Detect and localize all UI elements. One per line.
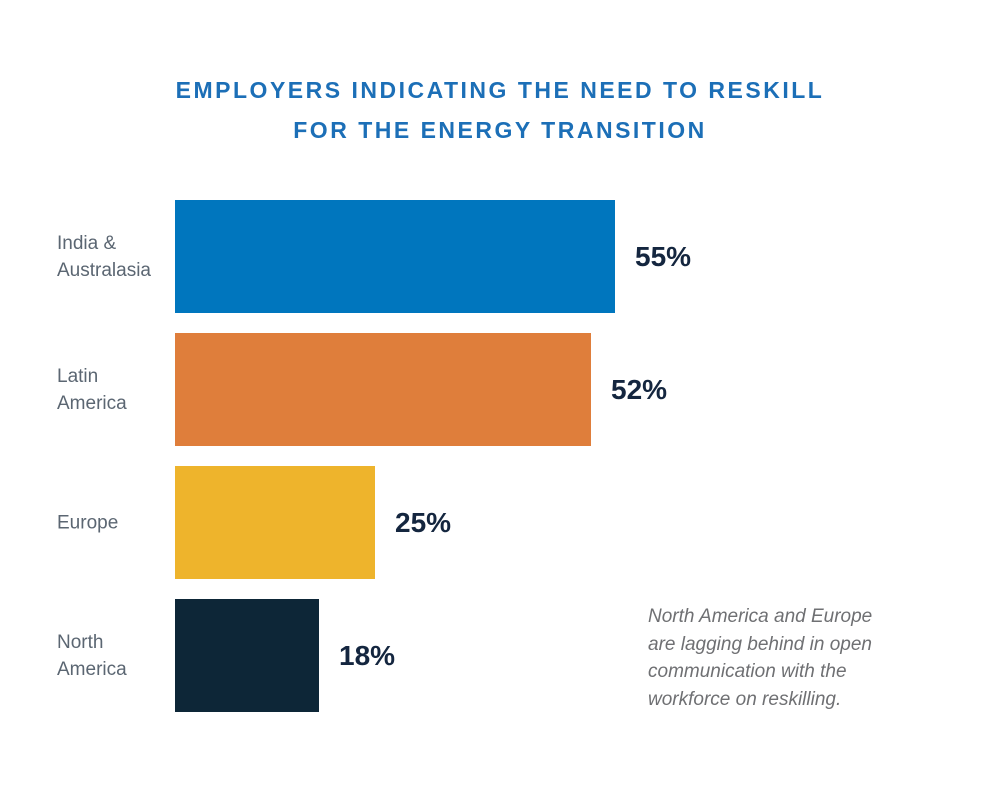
bar bbox=[175, 200, 615, 313]
bar bbox=[175, 599, 319, 712]
chart-title-line-2: FOR THE ENERGY TRANSITION bbox=[293, 117, 707, 143]
bar-row: Europe 25% bbox=[0, 466, 1000, 579]
chart-title: EMPLOYERS INDICATING THE NEED TO RESKILL… bbox=[0, 70, 1000, 150]
bar bbox=[175, 466, 375, 579]
value-label: 55% bbox=[635, 240, 692, 272]
value-label: 25% bbox=[395, 506, 452, 538]
category-label: Latin America bbox=[57, 365, 127, 414]
chart-annotation: North America and Europe are lagging beh… bbox=[648, 606, 873, 710]
category-label: Europe bbox=[57, 512, 119, 533]
bar bbox=[175, 333, 591, 446]
bar-row: India & Australasia 55% bbox=[0, 200, 1000, 313]
value-label: 52% bbox=[611, 373, 668, 405]
bar-row: Latin America 52% bbox=[0, 333, 1000, 446]
value-label: 18% bbox=[339, 639, 396, 671]
bar-row: North America 18% bbox=[0, 599, 1000, 712]
chart-title-line-1: EMPLOYERS INDICATING THE NEED TO RESKILL bbox=[175, 77, 825, 103]
category-label: North America bbox=[57, 631, 127, 680]
bar-rows: India & Australasia 55% Latin America 52% Eu… bbox=[0, 200, 1000, 732]
category-label: India & Australasia bbox=[57, 232, 151, 281]
